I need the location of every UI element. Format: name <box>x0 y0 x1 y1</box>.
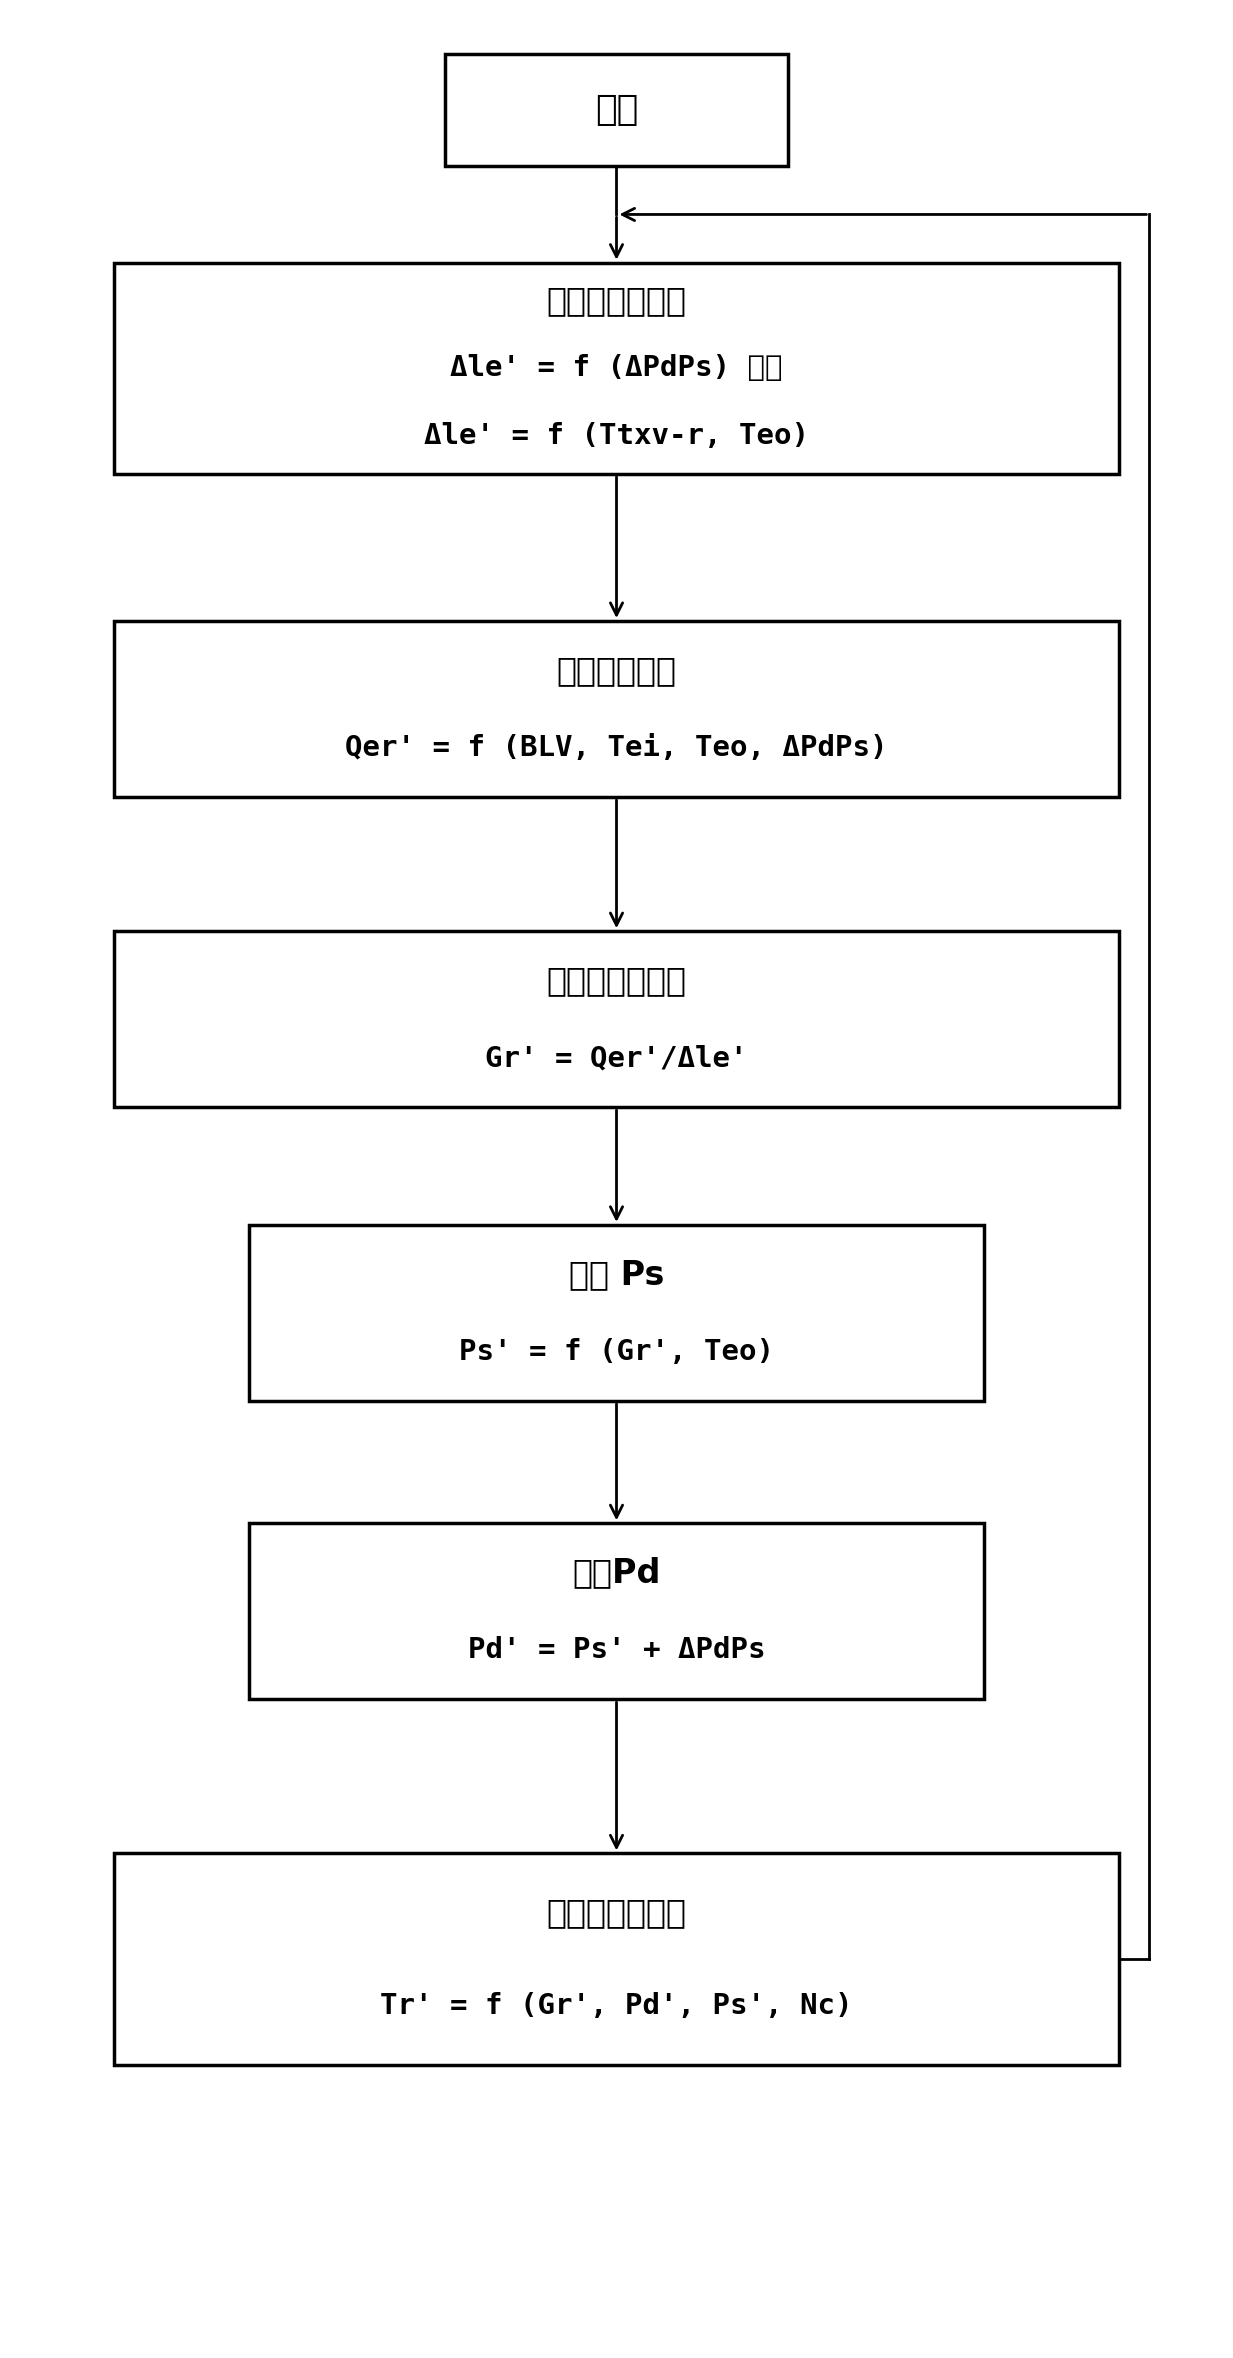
Bar <box>445 54 788 167</box>
Bar <box>115 931 1118 1108</box>
Text: Qer' = f (BLV, Tei, Teo, ΔPdPs): Qer' = f (BLV, Tei, Teo, ΔPdPs) <box>345 733 888 762</box>
Text: Δle' = f (Ttxv-r, Teo): Δle' = f (Ttxv-r, Teo) <box>424 422 809 450</box>
Text: Pd' = Ps' + ΔPdPs: Pd' = Ps' + ΔPdPs <box>467 1636 766 1665</box>
Bar <box>249 1224 984 1401</box>
Text: 估计冷却能力: 估计冷却能力 <box>556 653 677 686</box>
Text: Ps' = f (Gr', Teo): Ps' = f (Gr', Teo) <box>459 1337 774 1365</box>
Text: Δle' = f (ΔPdPs) 或者: Δle' = f (ΔPdPs) 或者 <box>450 354 783 382</box>
Bar <box>115 262 1118 474</box>
Text: 计算制冷剂流速: 计算制冷剂流速 <box>546 964 687 997</box>
Bar <box>115 620 1118 797</box>
Bar <box>249 1523 984 1700</box>
Text: 开始: 开始 <box>594 92 639 127</box>
Text: Tr' = f (Gr', Pd', Ps', Nc): Tr' = f (Gr', Pd', Ps', Nc) <box>380 1993 853 2018</box>
Text: 估计Pd: 估计Pd <box>572 1556 661 1589</box>
Text: 估计蒸发器焓差: 估计蒸发器焓差 <box>546 285 687 318</box>
Text: 计算转矩估计值: 计算转矩估计值 <box>546 1896 687 1929</box>
Bar <box>115 1853 1118 2066</box>
Text: Gr' = Qer'/Δle': Gr' = Qer'/Δle' <box>486 1045 747 1073</box>
Text: 估计 Ps: 估计 Ps <box>568 1257 665 1290</box>
